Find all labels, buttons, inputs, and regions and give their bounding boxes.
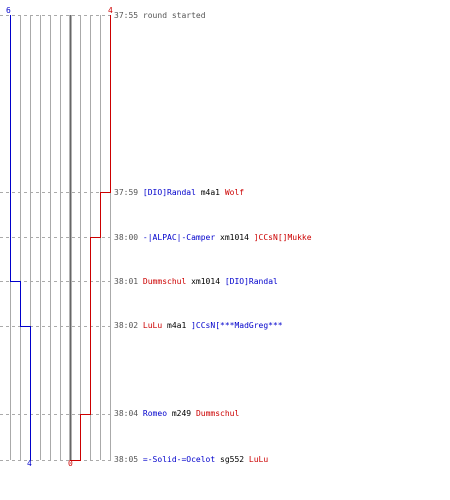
event-kill: 37:59 [DIO]Randal m4a1 Wolf	[114, 188, 244, 198]
blue-team-line	[10, 15, 31, 461]
victim-name: ]CCsN[]Mukke	[253, 233, 312, 242]
killer-name: Dummschul	[142, 277, 187, 286]
event-time: 38:00	[114, 233, 139, 242]
event-time: 38:01	[114, 277, 139, 286]
event-time: 37:59	[114, 188, 139, 197]
victim-name: Wolf	[224, 188, 245, 197]
blue-end-count: 4	[27, 459, 32, 468]
victim-name: ]CCsN[***MadGreg***	[191, 321, 283, 330]
victim-name: Dummschul	[195, 409, 240, 418]
red-start-count: 4	[108, 6, 113, 15]
event-time: 38:04	[114, 409, 139, 418]
event-text: round started	[142, 11, 206, 20]
victim-name: [DIO]Randal	[224, 277, 278, 286]
killer-name: LuLu	[142, 321, 163, 330]
event-time: 38:02	[114, 321, 139, 330]
killer-name: -|ALPAC|-Camper	[142, 233, 216, 242]
event-kill: 38:05 =-Solid-=Ocelot sg552 LuLu	[114, 455, 268, 465]
weapon-name: sg552	[220, 455, 245, 464]
blue-start-count: 6	[6, 6, 11, 15]
red-end-count: 0	[68, 459, 73, 468]
event-time: 37:55	[114, 11, 139, 20]
event-kill: 38:01 Dummschul xm1014 [DIO]Randal	[114, 277, 278, 287]
event-kill: 38:04 Romeo m249 Dummschul	[114, 409, 239, 419]
event-kill: 38:02 LuLu m4a1 ]CCsN[***MadGreg***	[114, 321, 283, 331]
victim-name: LuLu	[248, 455, 269, 464]
weapon-name: m249	[171, 409, 192, 418]
killer-name: =-Solid-=Ocelot	[142, 455, 216, 464]
weapon-name: xm1014	[220, 233, 249, 242]
kill-timeline-graph	[0, 15, 112, 461]
weapon-name: m4a1	[167, 321, 187, 330]
killer-name: [DIO]Randal	[142, 188, 196, 197]
event-kill: 38:00 -|ALPAC|-Camper xm1014 ]CCsN[]Mukk…	[114, 233, 312, 243]
weapon-name: m4a1	[200, 188, 220, 197]
weapon-name: xm1014	[191, 277, 221, 286]
event-round-start: 37:55 round started	[114, 11, 206, 21]
event-time: 38:05	[114, 455, 139, 464]
red-team-line	[70, 15, 111, 461]
killer-name: Romeo	[142, 409, 168, 418]
